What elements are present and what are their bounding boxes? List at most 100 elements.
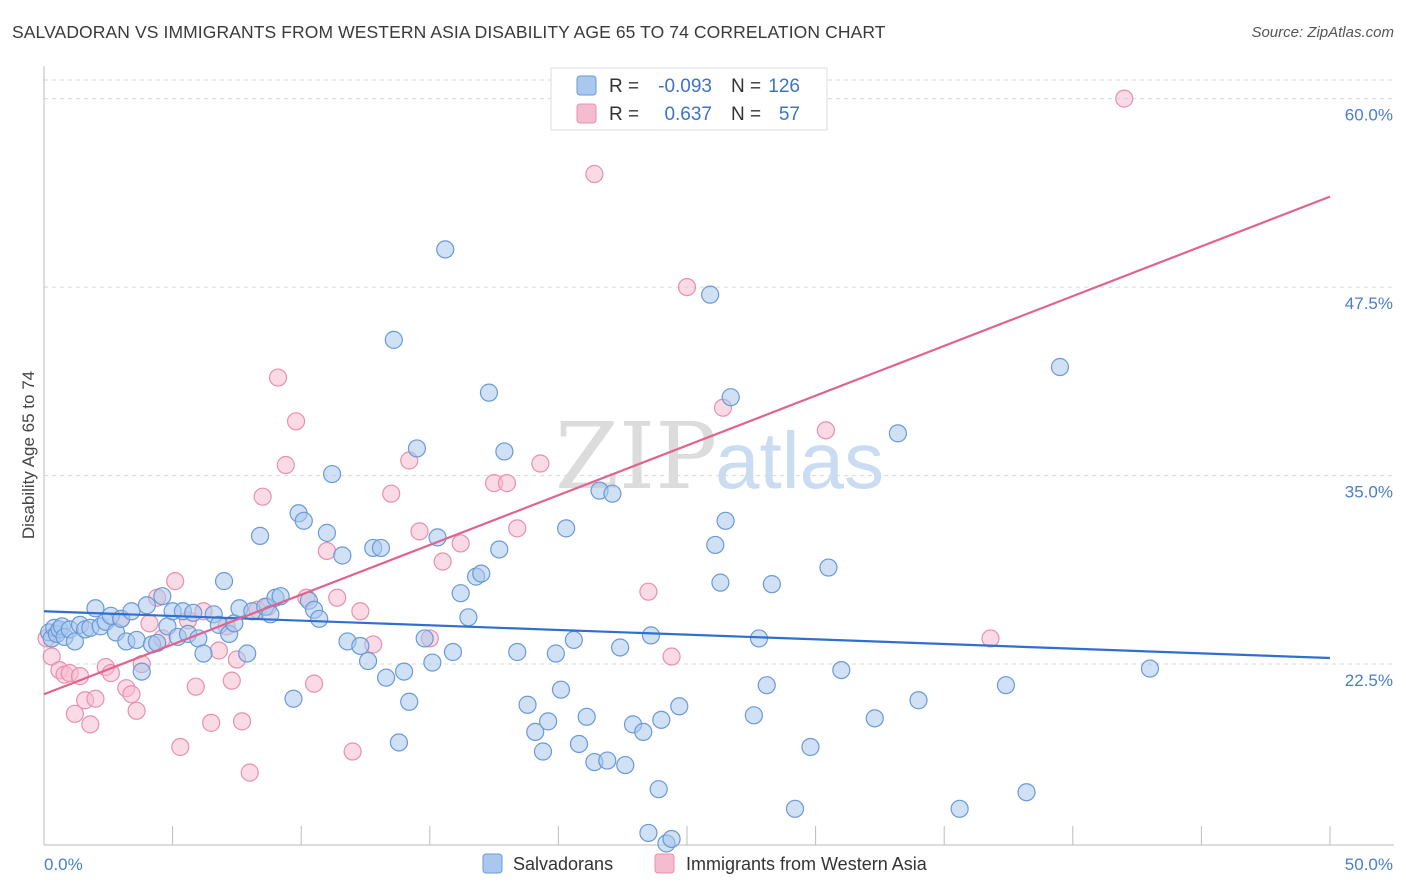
salvadoran-point [65,632,84,651]
western-asia-point [171,737,190,757]
watermark-zip: ZIP [555,403,717,510]
western-asia-point [585,164,604,184]
legend-r-label-2: R = [609,104,639,125]
legend-swatch-blue [576,75,597,96]
data-points [37,89,1160,853]
x-tick-label-min: 0.0% [44,855,83,874]
salvadoran-point [996,676,1016,695]
series-label-salvadorans: Salvadorans [513,854,613,874]
y-axis-label: Disability Age 65 to 74 [19,371,38,539]
salvadoran-point [317,523,337,542]
salvadoran-point [122,602,141,621]
legend-n-label-2: N = [731,104,761,125]
salvadoran-point [490,540,509,559]
western-asia-trend-line [43,195,1331,696]
salvadoran-point [533,742,553,761]
legend-n-value-1: 126 [768,76,800,97]
salvadoran-point [641,626,661,645]
y-tick-label: 35.0% [1345,483,1393,502]
salvadoran-point [389,733,409,752]
western-asia-point [253,487,272,506]
salvadoran-point [603,484,622,503]
watermark: ZIP atlas [555,403,884,510]
salvadoran-point [394,662,414,681]
western-asia-point [222,671,241,690]
western-asia-point [86,689,105,708]
salvadoran-point [909,691,928,710]
x-tick-label-max: 50.0% [1345,855,1393,874]
salvadoran-point [451,584,470,603]
salvadoran-point [358,651,378,671]
salvadoran-point [888,424,908,443]
salvadoran-point [721,388,740,407]
salvadoran-point [376,668,396,687]
salvadoran-point [137,596,156,615]
western-asia-point [981,629,1000,648]
salvadoran-point [950,799,969,818]
western-asia-point [42,647,61,666]
legend-n-value-2: 57 [779,104,800,125]
salvadoran-point [495,442,514,461]
salvadoran-point [371,538,391,558]
legend-n-label-1: N = [731,76,761,97]
series-legend: Salvadorans Immigrants from Western Asia [482,853,928,874]
salvadoran-point [639,823,658,843]
western-asia-point [662,647,681,666]
salvadoran-trend-line [43,610,1331,660]
salvadoran-point [1050,357,1070,377]
series-swatch-western-asia [654,853,675,874]
salvadoran-point [184,603,203,622]
salvadoran-point [436,240,455,259]
salvadoran-point [127,630,146,650]
salvadoran-point [569,734,589,754]
western-asia-point [1115,89,1134,108]
western-asia-point [816,421,835,440]
watermark-atlas: atlas [715,416,884,505]
western-asia-point [166,572,185,591]
western-asia-point [140,614,159,633]
salvadoran-point [865,709,884,728]
chart-title: SALVADORAN VS IMMIGRANTS FROM WESTERN AS… [12,22,886,42]
western-asia-point [268,368,288,387]
series-swatch-salvadorans [482,853,503,874]
salvadoran-point [1140,659,1160,678]
source-label: Source: ZipAtlas.com [1251,24,1394,41]
legend-box [550,67,828,131]
trend-lines [43,195,1331,696]
salvadoran-point [238,644,257,663]
salvadoran-point [400,692,419,711]
axes [43,66,1394,846]
salvadoran-point [551,680,571,699]
western-asia-point [497,474,517,493]
salvadoran-point [214,572,234,591]
western-asia-point [304,674,324,693]
western-asia-point [677,277,697,297]
western-asia-point [186,677,205,696]
salvadoran-point [459,608,478,627]
salvadoran-point [616,755,635,775]
salvadoran-point [670,697,689,716]
western-asia-point [209,641,228,660]
western-asia-point [65,704,84,723]
salvadoran-point [564,630,583,650]
legend-r-label-1: R = [609,76,639,97]
tick-labels: 22.5% 35.0% 47.5% 60.0% 0.0% 50.0% [44,106,1393,874]
western-asia-point [81,715,100,734]
salvadoran-point [526,722,545,742]
salvadoran-point [819,558,838,577]
western-asia-point [276,455,295,475]
salvadoran-point [518,695,537,714]
salvadoran-point [428,528,447,547]
salvadoran-point [384,330,403,349]
western-asia-point [240,763,259,782]
salvadoran-point [577,707,596,726]
salvadoran-point [611,638,630,657]
western-asia-point [127,701,146,720]
y-tick-label: 60.0% [1345,106,1393,125]
salvadoran-point [706,535,725,555]
salvadoran-point [1017,783,1036,802]
western-asia-point [451,534,470,553]
y-tick-label: 47.5% [1345,294,1393,313]
salvadoran-point [479,383,499,402]
